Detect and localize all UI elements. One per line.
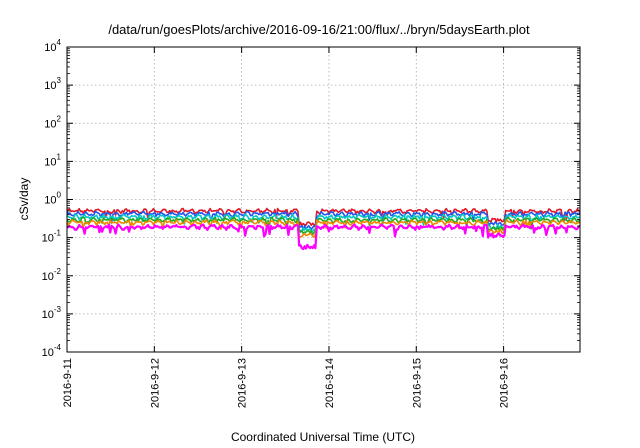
y-tick-label: 104: [44, 38, 61, 54]
x-tick-label: 2016-9-13: [237, 358, 249, 408]
x-tick-label: 2016-9-14: [324, 358, 336, 408]
x-tick-label: 2016-9-11: [62, 358, 74, 407]
y-tick-label: 101: [44, 152, 61, 168]
y-tick-label: 10-4: [42, 343, 62, 359]
y-axis: 10-4 10-3 10-2 10-1 100 101 102 103 104: [42, 38, 580, 359]
x-tick-label: 2016-9-12: [149, 358, 161, 408]
series-line-2: [66, 210, 581, 231]
grid-lines: [67, 47, 580, 352]
x-tick-label: 2016-9-15: [411, 358, 423, 408]
y-tick-label: 103: [44, 76, 61, 92]
x-tick-label: 2016-9-16: [499, 358, 511, 408]
series-line-5: [66, 219, 581, 239]
y-tick-label: 10-3: [42, 305, 62, 321]
y-axis-label: cSv/day: [17, 178, 31, 221]
y-tick-label: 10-2: [42, 267, 62, 283]
series-layer: [66, 207, 581, 251]
series-line-4: [66, 216, 581, 236]
series-line-6: [67, 223, 581, 251]
y-tick-label: 102: [44, 114, 61, 130]
x-axis-label: Coordinated Universal Time (UTC): [231, 430, 415, 444]
x-axis: 2016-9-11 2016-9-12 2016-9-13 2016-9-14 2016…: [62, 47, 511, 408]
y-tick-label: 100: [44, 191, 61, 207]
chart-title: /data/run/goesPlots/archive/2016-09-16/2…: [108, 22, 530, 37]
y-tick-label: 10-1: [42, 229, 62, 245]
series-line-1: [66, 207, 581, 227]
